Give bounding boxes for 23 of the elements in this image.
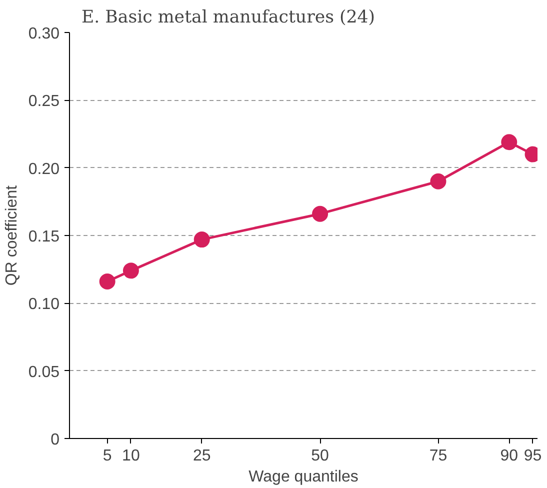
point: [122, 262, 139, 279]
x-tick-label: 90: [500, 448, 518, 464]
x-tick-label: 95: [524, 448, 542, 464]
x-tick-label: 10: [122, 448, 140, 464]
y-tick-label: 0.10: [28, 296, 60, 314]
y-tick-label: 0.25: [28, 93, 60, 110]
point: [501, 134, 518, 150]
y-tick-label: 0: [50, 432, 60, 448]
point: [430, 173, 446, 190]
point: [194, 232, 210, 248]
y-tick-label: 0.05: [28, 364, 60, 381]
point: [312, 206, 328, 222]
point: [99, 274, 116, 290]
chart-title: E. Basic metal manufactures (24): [82, 8, 376, 28]
x-axis-title: Wage quantiles: [248, 468, 358, 486]
x-tick-label: 50: [311, 448, 330, 464]
x-tick-label: 5: [102, 448, 112, 464]
y-tick-label: 0.30: [28, 26, 60, 42]
y-tick-label: 0.15: [28, 228, 60, 246]
x-tick-label: 25: [192, 448, 211, 464]
x-tick-label: 75: [429, 448, 448, 464]
y-tick-label: 0.20: [28, 160, 60, 178]
y-axis-title: QR coefficient: [3, 184, 20, 286]
